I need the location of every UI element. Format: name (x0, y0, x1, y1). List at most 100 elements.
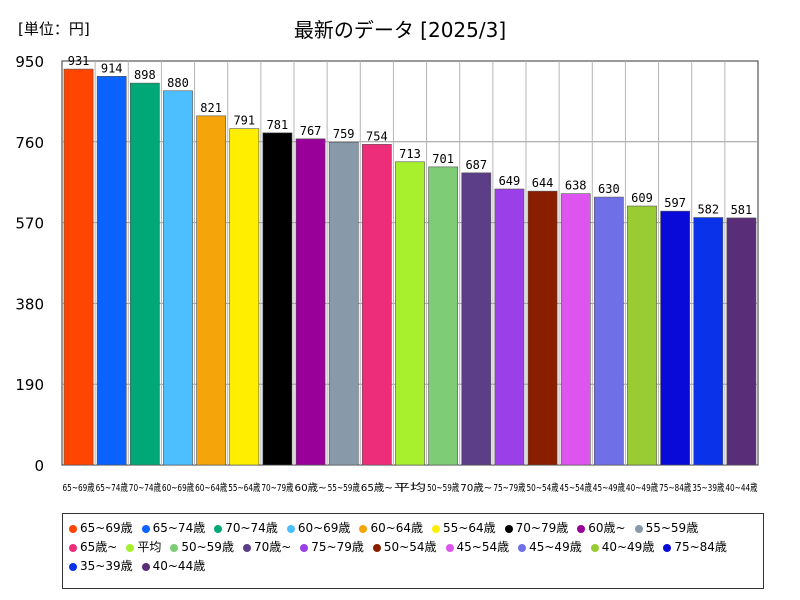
legend: 65~69歳 65~74歳 70~74歳 60~69歳 60~64歳 55~64歳 70~7… (62, 513, 764, 589)
legend-swatch-icon (432, 524, 441, 533)
legend-item: 55~59歳 (634, 519, 698, 538)
data-label: 649 (499, 174, 521, 188)
legend-item: 60~64歳 (359, 519, 423, 538)
y-tick-label: 760 (15, 134, 44, 152)
data-label: 701 (432, 152, 454, 166)
data-labels: 931 914 898 880 821 791 781 767 759 754 713 701 687 6… (68, 54, 753, 217)
data-label: 754 (366, 129, 388, 143)
bar (96, 76, 127, 466)
data-label: 931 (68, 54, 90, 68)
bar (693, 217, 724, 466)
legend-swatch-icon (126, 543, 135, 552)
legend-item: 45~54歳 (445, 538, 509, 557)
data-label: 687 (465, 158, 487, 172)
x-tick-label: 45~54歳 (560, 482, 592, 494)
x-tick-label: 75~79歳 (493, 482, 525, 494)
data-label: 767 (300, 124, 322, 138)
unit-label: [単位：円] (18, 20, 90, 38)
bar (560, 193, 591, 466)
legend-swatch-icon (69, 543, 77, 552)
bar (129, 82, 160, 466)
bar (361, 144, 392, 466)
legend-label: 55~64歳 (443, 521, 496, 535)
legend-label: 45~49歳 (529, 540, 582, 554)
legend-label: 平均 (137, 540, 162, 554)
y-tick-label: 0 (34, 457, 44, 475)
x-tick-label: 55~64歳 (228, 482, 260, 494)
legend-label: 75~79歳 (311, 540, 364, 554)
data-label: 597 (664, 196, 686, 210)
bar (295, 138, 326, 466)
legend-label: 70~79歳 (515, 521, 569, 535)
legend-item: 75~79歳 (300, 538, 364, 557)
data-label: 821 (200, 101, 222, 115)
legend-swatch-icon (577, 524, 586, 533)
legend-label: 60歳~ (588, 521, 626, 535)
x-tick-label: 35~39歳 (692, 482, 724, 494)
legend-label: 65歳~ (80, 540, 118, 554)
x-tick-label: 60~64歳 (195, 482, 227, 494)
legend-label: 50~59歳 (181, 540, 234, 554)
legend-swatch-icon (242, 543, 251, 552)
bar (726, 217, 757, 466)
bar (494, 188, 525, 466)
legend-item: 65歳~ (69, 538, 117, 557)
x-tick-label: 75~84歳 (659, 482, 691, 494)
legend-item: 70歳~ (242, 538, 292, 557)
legend-swatch-icon (590, 543, 599, 552)
bar (63, 68, 94, 466)
legend-item: 40~44歳 (141, 557, 205, 576)
data-label: 713 (399, 147, 421, 161)
legend-swatch-icon (663, 543, 672, 552)
legend-label: 75~84歳 (674, 540, 727, 554)
x-tick-label: 50~59歳 (427, 482, 459, 494)
x-tick-label: 40~44歳 (725, 482, 757, 494)
legend-label: 60~69歳 (297, 521, 351, 535)
bar (262, 132, 293, 466)
data-label: 644 (532, 176, 554, 190)
data-label: 898 (134, 68, 156, 82)
x-tick-label: 平均 (394, 482, 426, 494)
data-label: 880 (167, 76, 189, 90)
legend-item: 70~74歳 (214, 519, 278, 538)
legend-label: 70歳~ (253, 540, 292, 554)
legend-label: 40~49歳 (601, 540, 655, 554)
legend-item: 70~79歳 (504, 519, 569, 538)
legend-item: 60~69歳 (286, 519, 351, 538)
data-label: 791 (233, 114, 255, 128)
legend-swatch-icon (634, 524, 643, 533)
bar (527, 190, 558, 466)
x-tick-label: 70歳~ (460, 482, 492, 494)
y-axis: 0 190 380 570 760 950 (15, 53, 44, 475)
legend-item: 60歳~ (577, 519, 626, 538)
bar (328, 141, 359, 466)
legend-swatch-icon (445, 543, 454, 552)
legend-swatch-icon (300, 543, 309, 552)
x-tick-label: 65~69歳 (63, 482, 95, 494)
legend-label: 50~54歳 (383, 540, 437, 554)
data-label: 781 (267, 118, 289, 132)
legend-label: 65~74歳 (152, 521, 206, 535)
x-tick-label: 60~69歳 (162, 482, 194, 494)
data-label: 630 (598, 182, 620, 196)
x-tick-label: 55~59歳 (328, 482, 360, 494)
legend-label: 60~64歳 (370, 521, 424, 535)
y-tick-label: 190 (15, 376, 44, 394)
legend-item: 55~64歳 (432, 519, 496, 538)
legend-swatch-icon (170, 543, 179, 552)
bar (229, 128, 260, 466)
x-tick-label: 45~49歳 (593, 482, 625, 494)
legend-item: 65~69歳 (69, 519, 133, 538)
data-label: 638 (565, 179, 587, 193)
bar (428, 166, 459, 466)
legend-item: 75~84歳 (663, 538, 727, 557)
x-tick-label: 50~54歳 (527, 482, 559, 494)
bar (593, 196, 624, 466)
legend-swatch-icon (372, 543, 381, 552)
legend-item: 50~59歳 (170, 538, 234, 557)
legend-swatch-icon (69, 524, 77, 533)
legend-swatch-icon (214, 524, 223, 533)
legend-label: 65~69歳 (80, 521, 133, 535)
legend-swatch-icon (359, 524, 368, 533)
legend-swatch-icon (518, 543, 527, 552)
